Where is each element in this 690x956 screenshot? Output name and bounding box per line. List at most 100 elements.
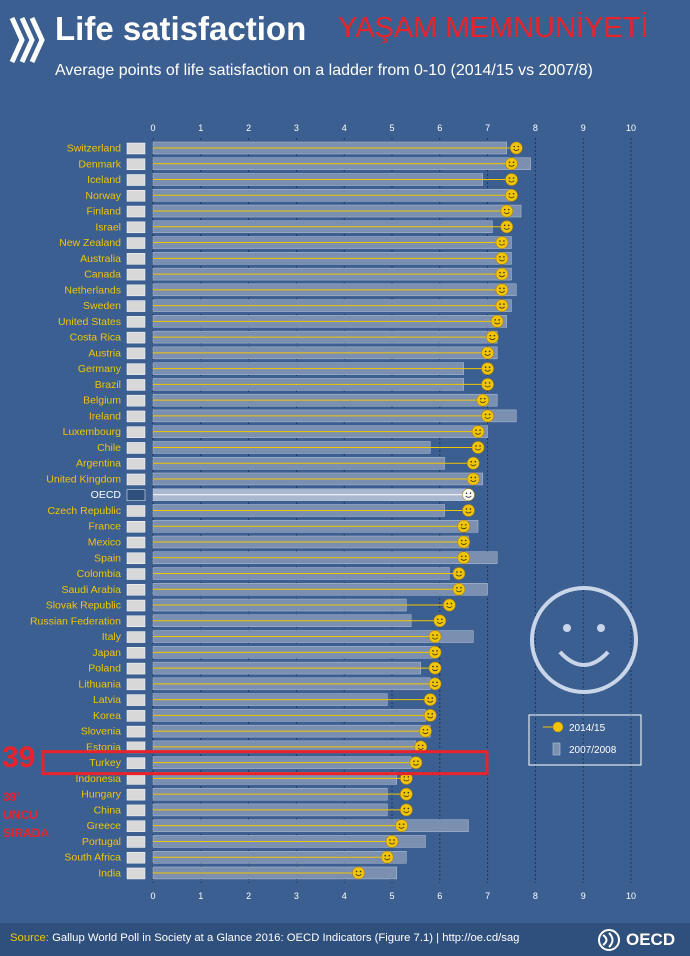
- country-flag-icon: [126, 662, 146, 675]
- big-smiley-eye: [563, 624, 571, 632]
- country-flag-icon: [126, 489, 146, 501]
- smiley-marker: [428, 646, 442, 659]
- smiley-marker: [457, 551, 471, 565]
- country-label: Indonesia: [75, 773, 121, 785]
- country-flag-icon: [126, 820, 146, 832]
- country-label: Israel: [95, 221, 121, 233]
- smiley-marker: [462, 488, 475, 502]
- country-label: Lithuania: [78, 678, 121, 690]
- smiley-marker: [495, 283, 509, 297]
- smiley-marker: [481, 346, 494, 360]
- smiley-marker: [466, 456, 480, 470]
- country-flag-icon: [126, 142, 146, 155]
- smiley-marker: [495, 267, 509, 281]
- country-label: Russian Federation: [30, 615, 121, 627]
- smiley-marker: [505, 173, 518, 186]
- smiley-marker: [428, 630, 442, 643]
- country-flag-icon: [126, 788, 146, 801]
- smiley-marker: [466, 472, 480, 486]
- country-label: OECD: [91, 489, 122, 501]
- smiley-marker: [428, 677, 442, 691]
- country-flag-icon: [126, 615, 146, 628]
- country-flag-icon: [126, 253, 146, 265]
- country-flag-icon: [126, 221, 146, 234]
- country-label: Poland: [88, 663, 121, 675]
- smiley-marker: [481, 362, 494, 375]
- smiley-marker: [471, 425, 485, 438]
- country-flag-icon: [126, 599, 146, 612]
- x-tick-label-top: 7: [485, 123, 490, 133]
- smiley-marker: [495, 299, 509, 312]
- country-label: Slovak Republic: [46, 600, 121, 612]
- x-tick-label-bottom: 8: [533, 891, 538, 901]
- x-tick-label-top: 3: [294, 123, 299, 133]
- country-flag-icon: [126, 316, 146, 328]
- country-flag-icon: [126, 284, 146, 297]
- x-tick-label-bottom: 2: [246, 891, 251, 901]
- oecd-logo: OECD: [598, 929, 686, 951]
- country-label: Argentina: [76, 458, 121, 470]
- smiley-marker: [380, 850, 394, 864]
- country-flag-icon: [126, 410, 146, 423]
- x-tick-label-bottom: 9: [581, 891, 586, 901]
- rank-number: 39: [2, 741, 36, 774]
- country-label: Costa Rica: [70, 332, 122, 344]
- x-tick-label-bottom: 7: [485, 891, 490, 901]
- smiley-marker: [423, 709, 437, 722]
- country-flag-icon: [126, 457, 146, 470]
- country-label: China: [94, 804, 122, 816]
- country-flag-icon: [126, 536, 146, 549]
- x-tick-label-top: 9: [581, 123, 586, 133]
- country-flag-icon: [126, 568, 146, 580]
- country-label: Australia: [80, 253, 121, 265]
- country-flag-icon: [126, 190, 146, 202]
- x-tick-label-top: 6: [437, 123, 442, 133]
- x-tick-label-bottom: 3: [294, 891, 299, 901]
- x-tick-label-top: 10: [626, 123, 636, 133]
- smiley-marker: [457, 535, 471, 549]
- country-label: United States: [58, 316, 121, 328]
- country-label: Korea: [93, 710, 121, 722]
- smiley-marker: [428, 661, 442, 675]
- chevrons-icon: [9, 16, 45, 64]
- country-label: Switzerland: [67, 143, 121, 155]
- country-flag-icon: [126, 174, 146, 186]
- oecd-logo-icon: [598, 929, 620, 951]
- x-tick-label-bottom: 1: [198, 891, 203, 901]
- country-label: Japan: [92, 647, 121, 659]
- legend-smiley-icon: [552, 721, 564, 733]
- country-label: Norway: [85, 190, 121, 202]
- smiley-marker: [495, 236, 509, 249]
- smiley-marker: [509, 141, 523, 155]
- overlay-title: YAŞAM MEMNUNİYETİ: [338, 12, 649, 44]
- smiley-marker: [505, 157, 518, 171]
- smiley-marker: [400, 787, 413, 801]
- country-label: Sweden: [83, 300, 121, 312]
- country-flag-icon: [126, 836, 146, 848]
- big-smiley-icon: [530, 586, 638, 694]
- legend-label-2014: 2014/15: [569, 723, 606, 734]
- smiley-marker: [452, 567, 466, 580]
- x-tick-label-bottom: 0: [150, 891, 155, 901]
- country-flag-icon: [126, 647, 146, 659]
- smiley-marker: [505, 188, 518, 202]
- country-flag-icon: [126, 426, 146, 438]
- country-label: Chile: [97, 442, 121, 454]
- smiley-marker: [471, 441, 485, 454]
- x-tick-label-bottom: 4: [342, 891, 347, 901]
- smiley-marker: [481, 378, 494, 391]
- smiley-marker: [352, 866, 365, 880]
- country-label: South Africa: [64, 852, 121, 864]
- smiley-marker: [385, 835, 399, 848]
- country-label: Canada: [84, 269, 121, 281]
- smiley-marker: [457, 519, 471, 533]
- country-label: Greece: [87, 820, 122, 832]
- country-label: Hungary: [81, 789, 121, 801]
- smiley-marker: [476, 393, 490, 407]
- country-label: Portugal: [82, 836, 121, 848]
- x-tick-label-top: 5: [389, 123, 394, 133]
- page-subtitle: Average points of life satisfaction on a…: [55, 62, 593, 79]
- x-tick-label-bottom: 5: [389, 891, 394, 901]
- country-flag-icon: [126, 379, 146, 391]
- country-flag-icon: [126, 205, 146, 218]
